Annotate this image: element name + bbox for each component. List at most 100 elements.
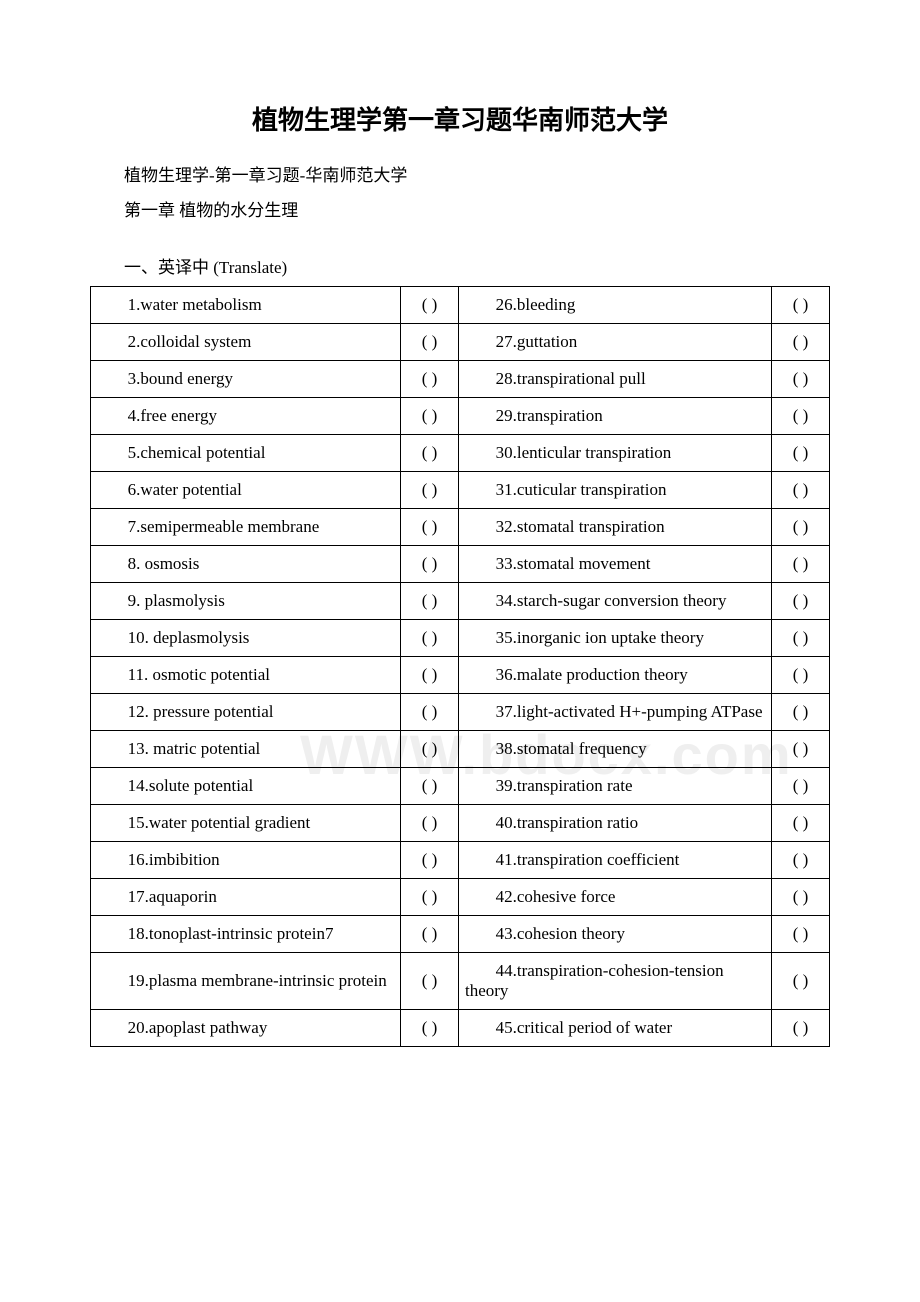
answer-blank-right: ( ) [772, 509, 830, 546]
table-row: 12. pressure potential( )37.light-activa… [91, 694, 830, 731]
answer-blank-left: ( ) [401, 879, 459, 916]
term-left: 19.plasma membrane-intrinsic protein [91, 953, 401, 1010]
table-row: 9. plasmolysis( )34.starch-sugar convers… [91, 583, 830, 620]
term-left: 10. deplasmolysis [91, 620, 401, 657]
answer-blank-right: ( ) [772, 657, 830, 694]
term-left: 12. pressure potential [91, 694, 401, 731]
term-left: 14.solute potential [91, 768, 401, 805]
section-label: 一、英译中 (Translate) [90, 253, 830, 278]
answer-blank-right: ( ) [772, 768, 830, 805]
term-left: 11. osmotic potential [91, 657, 401, 694]
answer-blank-right: ( ) [772, 324, 830, 361]
table-body: 1.water metabolism( )26.bleeding( )2.col… [91, 287, 830, 1047]
answer-blank-right: ( ) [772, 398, 830, 435]
table-row: 5.chemical potential( )30.lenticular tra… [91, 435, 830, 472]
term-right: 38.stomatal frequency [459, 731, 772, 768]
answer-blank-left: ( ) [401, 694, 459, 731]
term-right: 36.malate production theory [459, 657, 772, 694]
term-right: 32.stomatal transpiration [459, 509, 772, 546]
term-left: 3.bound energy [91, 361, 401, 398]
term-left: 4.free energy [91, 398, 401, 435]
answer-blank-right: ( ) [772, 842, 830, 879]
answer-blank-left: ( ) [401, 1010, 459, 1047]
term-right: 44.transpiration-cohesion-tension theory [459, 953, 772, 1010]
answer-blank-right: ( ) [772, 472, 830, 509]
table-row: 20.apoplast pathway( )45.critical period… [91, 1010, 830, 1047]
answer-blank-right: ( ) [772, 620, 830, 657]
term-right: 37.light-activated H+-pumping ATPase [459, 694, 772, 731]
answer-blank-right: ( ) [772, 546, 830, 583]
table-row: 11. osmotic potential( )36.malate produc… [91, 657, 830, 694]
term-right: 40.transpiration ratio [459, 805, 772, 842]
term-right: 41.transpiration coefficient [459, 842, 772, 879]
answer-blank-left: ( ) [401, 731, 459, 768]
answer-blank-left: ( ) [401, 472, 459, 509]
answer-blank-left: ( ) [401, 509, 459, 546]
term-right: 43.cohesion theory [459, 916, 772, 953]
term-right: 42.cohesive force [459, 879, 772, 916]
table-row: 19.plasma membrane-intrinsic protein( )4… [91, 953, 830, 1010]
term-left: 1.water metabolism [91, 287, 401, 324]
table-row: 7.semipermeable membrane( )32.stomatal t… [91, 509, 830, 546]
term-right: 30.lenticular transpiration [459, 435, 772, 472]
page: WWW.bdocx.com 植物生理学第一章习题华南师范大学 植物生理学-第一章… [90, 100, 830, 1047]
table-row: 8. osmosis( )33.stomatal movement( ) [91, 546, 830, 583]
answer-blank-right: ( ) [772, 916, 830, 953]
answer-blank-right: ( ) [772, 953, 830, 1010]
translation-table: 1.water metabolism( )26.bleeding( )2.col… [90, 286, 830, 1047]
term-right: 45.critical period of water [459, 1010, 772, 1047]
term-right: 34.starch-sugar conversion theory [459, 583, 772, 620]
term-left: 20.apoplast pathway [91, 1010, 401, 1047]
answer-blank-left: ( ) [401, 324, 459, 361]
answer-blank-left: ( ) [401, 805, 459, 842]
term-left: 7.semipermeable membrane [91, 509, 401, 546]
answer-blank-left: ( ) [401, 435, 459, 472]
term-left: 13. matric potential [91, 731, 401, 768]
answer-blank-left: ( ) [401, 583, 459, 620]
term-left: 16.imbibition [91, 842, 401, 879]
answer-blank-left: ( ) [401, 287, 459, 324]
term-right: 33.stomatal movement [459, 546, 772, 583]
term-right: 35.inorganic ion uptake theory [459, 620, 772, 657]
answer-blank-right: ( ) [772, 287, 830, 324]
term-left: 9. plasmolysis [91, 583, 401, 620]
term-left: 6.water potential [91, 472, 401, 509]
answer-blank-left: ( ) [401, 361, 459, 398]
table-row: 2.colloidal system( )27.guttation( ) [91, 324, 830, 361]
answer-blank-right: ( ) [772, 361, 830, 398]
answer-blank-right: ( ) [772, 583, 830, 620]
term-left: 8. osmosis [91, 546, 401, 583]
answer-blank-right: ( ) [772, 435, 830, 472]
table-row: 10. deplasmolysis( )35.inorganic ion upt… [91, 620, 830, 657]
answer-blank-left: ( ) [401, 953, 459, 1010]
table-row: 15.water potential gradient( )40.transpi… [91, 805, 830, 842]
answer-blank-left: ( ) [401, 657, 459, 694]
answer-blank-left: ( ) [401, 620, 459, 657]
term-right: 27.guttation [459, 324, 772, 361]
answer-blank-right: ( ) [772, 1010, 830, 1047]
term-left: 2.colloidal system [91, 324, 401, 361]
answer-blank-left: ( ) [401, 768, 459, 805]
subtitle-breadcrumb: 植物生理学-第一章习题-华南师范大学 [90, 161, 830, 186]
table-row: 3.bound energy( )28.transpirational pull… [91, 361, 830, 398]
table-row: 13. matric potential( )38.stomatal frequ… [91, 731, 830, 768]
page-title: 植物生理学第一章习题华南师范大学 [90, 100, 830, 137]
answer-blank-right: ( ) [772, 805, 830, 842]
term-left: 5.chemical potential [91, 435, 401, 472]
table-row: 6.water potential( )31.cuticular transpi… [91, 472, 830, 509]
table-row: 1.water metabolism( )26.bleeding( ) [91, 287, 830, 324]
term-right: 39.transpiration rate [459, 768, 772, 805]
table-row: 17.aquaporin( )42.cohesive force( ) [91, 879, 830, 916]
table-row: 4.free energy( )29.transpiration( ) [91, 398, 830, 435]
term-left: 18.tonoplast-intrinsic protein7 [91, 916, 401, 953]
answer-blank-left: ( ) [401, 546, 459, 583]
answer-blank-left: ( ) [401, 398, 459, 435]
term-right: 26.bleeding [459, 287, 772, 324]
table-row: 14.solute potential( )39.transpiration r… [91, 768, 830, 805]
table-row: 18.tonoplast-intrinsic protein7( )43.coh… [91, 916, 830, 953]
answer-blank-left: ( ) [401, 842, 459, 879]
term-right: 31.cuticular transpiration [459, 472, 772, 509]
answer-blank-left: ( ) [401, 916, 459, 953]
term-left: 15.water potential gradient [91, 805, 401, 842]
term-right: 28.transpirational pull [459, 361, 772, 398]
